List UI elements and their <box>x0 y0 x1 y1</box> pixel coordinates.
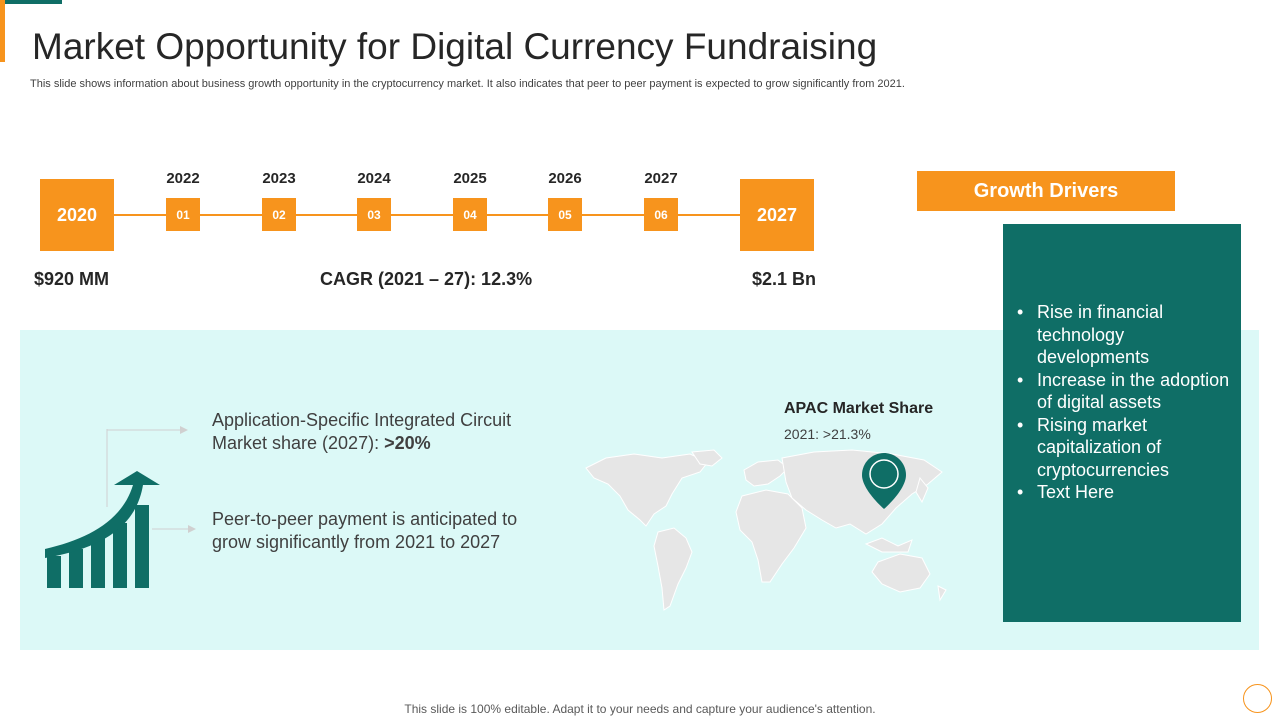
timeline-step-4: 04 <box>453 198 487 231</box>
footer-note: This slide is 100% editable. Adapt it to… <box>404 702 876 716</box>
apac-title: APAC Market Share <box>784 400 934 417</box>
cagr-value: CAGR (2021 – 27): 12.3% <box>320 269 533 289</box>
left-accent-bar <box>0 0 5 62</box>
timeline-year-3: 2024 <box>357 170 391 187</box>
slide-title: Market Opportunity for Digital Currency … <box>32 26 878 67</box>
timeline-end-box: 2027 <box>740 179 814 251</box>
timeline-step-1: 01 <box>166 198 200 231</box>
growth-chart-icon <box>45 426 196 588</box>
growth-driver-item: Increase in the adoption of digital asse… <box>1016 369 1231 414</box>
timeline-year-1: 2022 <box>166 170 200 187</box>
timeline-step-6: 06 <box>644 198 678 231</box>
corner-circle-decoration <box>1243 684 1272 713</box>
asic-market-value: >20% <box>384 433 431 453</box>
timeline-step-5: 05 <box>548 198 582 231</box>
start-value: $920 MM <box>34 269 110 289</box>
growth-drivers-header: Growth Drivers <box>917 171 1175 211</box>
asic-market-text: Application-Specific Integrated Circuit … <box>212 409 552 455</box>
timeline-line <box>110 214 750 216</box>
growth-driver-item: Text Here <box>1016 481 1231 504</box>
growth-drivers-list: Rise in financial technology development… <box>1016 301 1231 504</box>
growth-driver-item: Rising market capitalization of cryptocu… <box>1016 414 1231 482</box>
p2p-payment-text: Peer-to-peer payment is anticipated to g… <box>212 509 518 552</box>
timeline-year-4: 2025 <box>453 170 487 187</box>
apac-value: 2021: >21.3% <box>784 426 871 442</box>
timeline-start-box: 2020 <box>40 179 114 251</box>
location-pin-icon <box>862 453 906 509</box>
end-value: $2.1 Bn <box>752 269 817 289</box>
timeline-step-2: 02 <box>262 198 296 231</box>
asic-market-label: Application-Specific Integrated Circuit … <box>212 410 512 453</box>
timeline-step-3: 03 <box>357 198 391 231</box>
timeline-year-6: 2027 <box>644 170 678 187</box>
top-accent-bar <box>0 0 62 4</box>
timeline-year-2: 2023 <box>262 170 296 187</box>
growth-driver-item: Rise in financial technology development… <box>1016 301 1231 369</box>
slide-subtitle: This slide shows information about busin… <box>30 78 905 90</box>
world-map <box>585 449 947 611</box>
timeline-year-5: 2026 <box>548 170 582 187</box>
